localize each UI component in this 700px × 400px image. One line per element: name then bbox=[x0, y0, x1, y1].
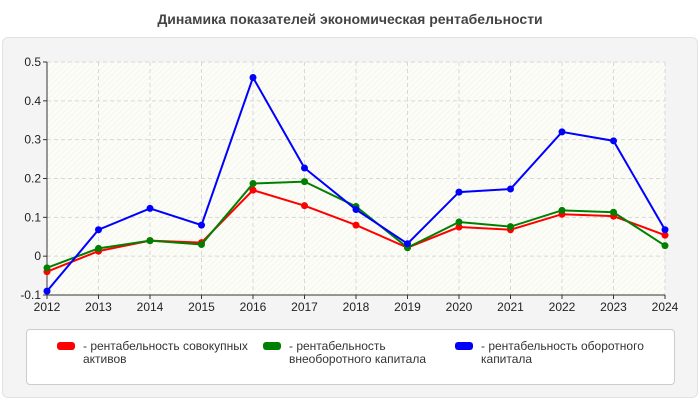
x-tick-label: 2021 bbox=[497, 300, 524, 314]
legend-swatch bbox=[57, 342, 75, 350]
x-tick-label: 2018 bbox=[343, 300, 370, 314]
y-tick-label: 0.5 bbox=[24, 55, 41, 69]
legend: - рентабельность совокупных активов - ре… bbox=[26, 329, 675, 385]
y-tick-label: 0.3 bbox=[24, 133, 41, 147]
y-tick-label: -0.1 bbox=[20, 288, 41, 302]
data-point bbox=[301, 164, 308, 172]
y-tick-label: 0.1 bbox=[24, 210, 41, 224]
x-tick-label: 2017 bbox=[291, 300, 318, 314]
legend-label: - рентабельность совокупных активов bbox=[83, 339, 248, 366]
data-point bbox=[301, 178, 308, 186]
data-point bbox=[661, 242, 669, 250]
data-point bbox=[95, 226, 102, 234]
data-point bbox=[198, 241, 205, 249]
y-tick-label: 0.2 bbox=[24, 172, 41, 186]
data-point bbox=[43, 287, 51, 295]
data-point bbox=[352, 221, 360, 229]
y-tick-label: 0 bbox=[34, 249, 41, 263]
legend-label: - рентабельность оборотного капитала bbox=[481, 339, 644, 366]
data-point bbox=[507, 185, 514, 193]
data-point bbox=[455, 188, 463, 196]
data-point bbox=[610, 208, 617, 216]
legend-swatch bbox=[263, 342, 281, 350]
data-point bbox=[610, 137, 617, 145]
x-tick-label: 2013 bbox=[85, 300, 112, 314]
data-point bbox=[558, 206, 566, 214]
data-point bbox=[661, 226, 669, 234]
legend-label: - рентабельность внеоборотного капитала bbox=[289, 339, 426, 366]
legend-swatch bbox=[455, 342, 473, 350]
data-point bbox=[661, 231, 669, 239]
data-point bbox=[249, 74, 257, 82]
x-tick-label: 2020 bbox=[446, 300, 473, 314]
x-tick-label: 2024 bbox=[652, 300, 679, 314]
data-point bbox=[507, 223, 514, 231]
data-point bbox=[558, 128, 566, 136]
legend-item-current: - рентабельность оборотного капитала bbox=[455, 339, 671, 366]
data-point bbox=[301, 202, 308, 210]
x-tick-label: 2022 bbox=[549, 300, 576, 314]
y-tick-label: 0.4 bbox=[24, 94, 41, 108]
legend-item-assets: - рентабельность совокупных активов bbox=[57, 339, 273, 366]
x-tick-label: 2014 bbox=[137, 300, 164, 314]
data-point bbox=[249, 180, 257, 188]
data-point bbox=[146, 204, 154, 212]
data-point bbox=[455, 218, 463, 226]
data-point bbox=[43, 264, 51, 272]
data-point bbox=[455, 223, 463, 231]
data-point bbox=[95, 244, 102, 252]
data-point bbox=[352, 206, 360, 214]
legend-item-noncurrent: - рентабельность внеоборотного капитала bbox=[263, 339, 459, 366]
x-tick-label: 2016 bbox=[240, 300, 267, 314]
data-point bbox=[198, 221, 205, 229]
data-point bbox=[404, 240, 411, 248]
x-tick-label: 2019 bbox=[394, 300, 421, 314]
data-point bbox=[146, 237, 154, 245]
data-point bbox=[249, 186, 257, 194]
x-tick-label: 2012 bbox=[34, 300, 61, 314]
chart-title: Динамика показателей экономическая рента… bbox=[157, 11, 543, 27]
x-tick-label: 2015 bbox=[188, 300, 215, 314]
x-tick-label: 2023 bbox=[600, 300, 627, 314]
